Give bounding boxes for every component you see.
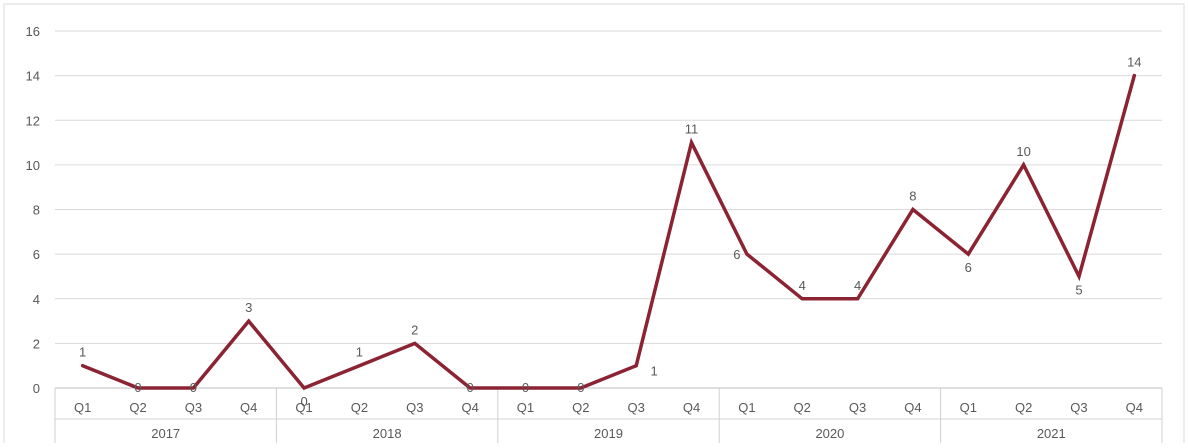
data-point — [468, 386, 472, 390]
x-tick-label: Q1 — [738, 400, 755, 415]
x-tick-label: Q4 — [461, 400, 478, 415]
data-label: 1 — [79, 345, 86, 360]
data-label: 6 — [965, 260, 972, 275]
x-tick-label: Q4 — [1126, 400, 1143, 415]
y-tick-label: 0 — [33, 381, 40, 396]
x-tick-label: Q2 — [572, 400, 589, 415]
data-label: 14 — [1127, 55, 1141, 70]
y-tick-label: 12 — [26, 113, 40, 128]
x-tick-label: Q3 — [185, 400, 202, 415]
x-tick-label: Q3 — [628, 400, 645, 415]
data-point — [523, 386, 527, 390]
data-label: 8 — [909, 189, 916, 204]
x-tick-label: Q4 — [683, 400, 700, 415]
data-point — [634, 364, 638, 368]
series-polyline — [80, 73, 1137, 391]
x-tick-label: Q2 — [351, 400, 368, 415]
data-point — [1132, 74, 1136, 78]
data-label: 0 — [300, 394, 307, 409]
y-axis: 0 2 4 6 8 10 12 14 16 — [26, 24, 40, 396]
data-label: 11 — [685, 122, 699, 137]
data-point — [81, 364, 85, 368]
data-point — [800, 297, 804, 301]
x-tick-label: Q3 — [1070, 400, 1087, 415]
y-tick-label: 8 — [33, 203, 40, 218]
data-label: 2 — [411, 322, 418, 337]
x-tick-label: Q3 — [849, 400, 866, 415]
x-tick-label: Q3 — [406, 400, 423, 415]
x-group-label: 2021 — [1037, 426, 1066, 441]
data-label: 0 — [190, 380, 197, 395]
data-label: 0 — [522, 380, 529, 395]
x-tick-label: Q4 — [904, 400, 921, 415]
data-point — [191, 386, 195, 390]
x-group-label: 2020 — [815, 426, 844, 441]
data-point — [745, 252, 749, 256]
chart-frame — [3, 3, 1185, 448]
data-label: 4 — [799, 278, 806, 293]
data-point — [413, 341, 417, 345]
data-label: 0 — [134, 380, 141, 395]
data-point — [690, 141, 694, 145]
gridlines — [55, 30, 1162, 389]
data-point — [357, 364, 361, 368]
data-point — [856, 297, 860, 301]
data-label: 1 — [651, 364, 658, 379]
y-tick-label: 2 — [33, 336, 40, 351]
x-group-label: 2017 — [151, 426, 180, 441]
data-point — [247, 319, 251, 323]
series-line — [80, 73, 1137, 391]
data-point — [136, 386, 140, 390]
data-label: 6 — [733, 247, 740, 262]
x-tick-label: Q4 — [240, 400, 257, 415]
x-tick-label: Q2 — [1015, 400, 1032, 415]
y-tick-label: 14 — [26, 69, 40, 84]
y-tick-label: 16 — [26, 24, 40, 39]
data-label: 4 — [854, 278, 861, 293]
data-label: 0 — [467, 380, 474, 395]
x-tick-label: Q2 — [794, 400, 811, 415]
data-label: 0 — [577, 380, 584, 395]
x-tick-label: Q1 — [960, 400, 977, 415]
y-tick-label: 4 — [33, 292, 40, 307]
data-label: 10 — [1016, 144, 1030, 159]
y-tick-label: 6 — [33, 247, 40, 262]
data-label: 1 — [356, 345, 363, 360]
x-tick-label: Q2 — [129, 400, 146, 415]
data-point — [966, 252, 970, 256]
data-point — [1022, 163, 1026, 167]
x-group-label: 2018 — [373, 426, 402, 441]
data-point — [911, 208, 915, 211]
data-label: 3 — [245, 300, 252, 315]
x-tick-label: Q1 — [295, 400, 312, 415]
data-point — [302, 386, 306, 390]
x-group-label: 2019 — [594, 426, 623, 441]
data-point — [579, 386, 583, 390]
x-axis: Q1 Q2 Q3 Q4 Q1 Q2 Q3 Q4 Q1 Q2 Q3 Q4 Q1 Q2 Q3 Q4 Q1 Q2 Q3 Q4… — [54, 388, 1163, 443]
x-tick-label: Q1 — [74, 400, 91, 415]
y-tick-label: 10 — [26, 158, 40, 173]
data-point — [1077, 274, 1081, 278]
data-label: 5 — [1075, 282, 1082, 297]
x-tick-label: Q1 — [517, 400, 534, 415]
